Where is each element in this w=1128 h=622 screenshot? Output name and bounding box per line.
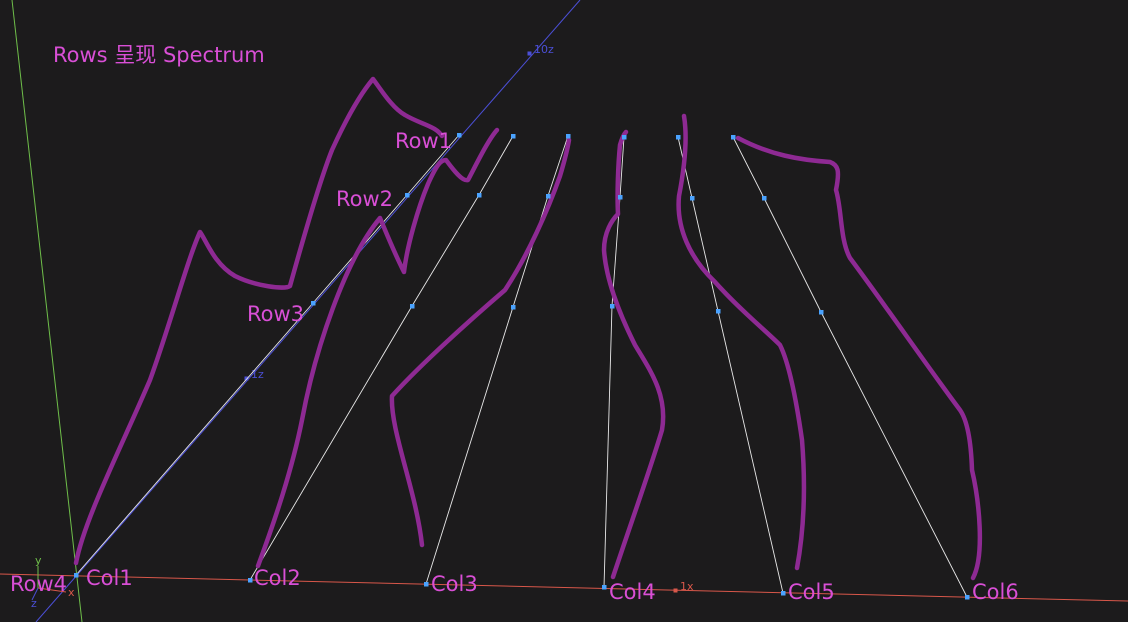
row-label-1: Row1 [395, 129, 452, 153]
grid-line-col6 [732, 136, 968, 598]
page-title: Rows 呈现 Spectrum [53, 43, 265, 67]
node-row1-col3 [566, 134, 571, 139]
node-row3-col4 [610, 304, 615, 309]
axis-gizmo: y x z [31, 554, 75, 610]
grid-line-col2 [249, 135, 514, 581]
node-row2-col3 [546, 194, 551, 199]
curve-col4 [601, 129, 666, 580]
node-row3-col5 [716, 309, 721, 314]
x-unit-marker[interactable] [673, 588, 678, 593]
y-axis-line [11, 0, 83, 622]
curve-col3 [389, 137, 572, 548]
z-far-label: 10z [534, 43, 554, 56]
row-label-3: Row3 [247, 302, 304, 326]
x-unit-label: 1x [680, 580, 694, 593]
spectrum-curves[interactable] [73, 76, 983, 581]
z-near-label: 1z [251, 368, 264, 381]
col-label-5: Col5 [788, 580, 835, 604]
node-row2-col1 [405, 193, 410, 198]
col-label-3: Col3 [431, 572, 478, 596]
grid-line-col3 [425, 135, 569, 585]
z-near-marker[interactable] [244, 376, 249, 381]
row-label-4: Row4 [10, 572, 67, 596]
gizmo-x-label: x [68, 586, 75, 599]
z-axis-line [35, 0, 581, 622]
node-row2-col4 [618, 195, 623, 200]
col-label-4: Col4 [609, 580, 656, 604]
node-row2-col2 [477, 193, 482, 198]
row-label-2: Row2 [336, 187, 393, 211]
node-row1-col5 [676, 135, 681, 140]
node-row3-col2 [410, 304, 415, 309]
gizmo-y-label: y [35, 554, 42, 567]
col-label-1: Col1 [86, 566, 133, 590]
node-row2-col5 [690, 196, 695, 201]
grid-line-col4 [603, 136, 625, 588]
node-row2-col6 [762, 196, 767, 201]
node-row1-col1 [457, 133, 462, 138]
x-axis-line [0, 573, 1128, 602]
node-row3-col1 [311, 301, 316, 306]
node-row1-col6 [731, 135, 736, 140]
node-row4-col6 [965, 595, 970, 600]
row-nodes[interactable] [74, 133, 970, 600]
curve-col2 [255, 127, 500, 569]
gizmo-z-label: z [31, 597, 37, 610]
node-row1-col2 [511, 134, 516, 139]
z-far-marker[interactable] [527, 51, 532, 56]
grid-line-col1 [75, 134, 460, 576]
node-row4-col3 [424, 582, 429, 587]
node-row4-col5 [781, 591, 786, 596]
node-row4-col2 [248, 578, 253, 583]
col-label-2: Col2 [254, 566, 301, 590]
node-row3-col3 [511, 305, 516, 310]
node-row1-col4 [622, 135, 627, 140]
curve-col6 [735, 135, 983, 581]
col-label-6: Col6 [972, 580, 1019, 604]
node-row4-col1 [74, 573, 79, 578]
curve-col5 [676, 113, 807, 571]
node-row3-col6 [819, 310, 824, 315]
grid-lines [75, 134, 968, 598]
curve-col1 [73, 76, 445, 566]
node-row4-col4 [602, 585, 607, 590]
